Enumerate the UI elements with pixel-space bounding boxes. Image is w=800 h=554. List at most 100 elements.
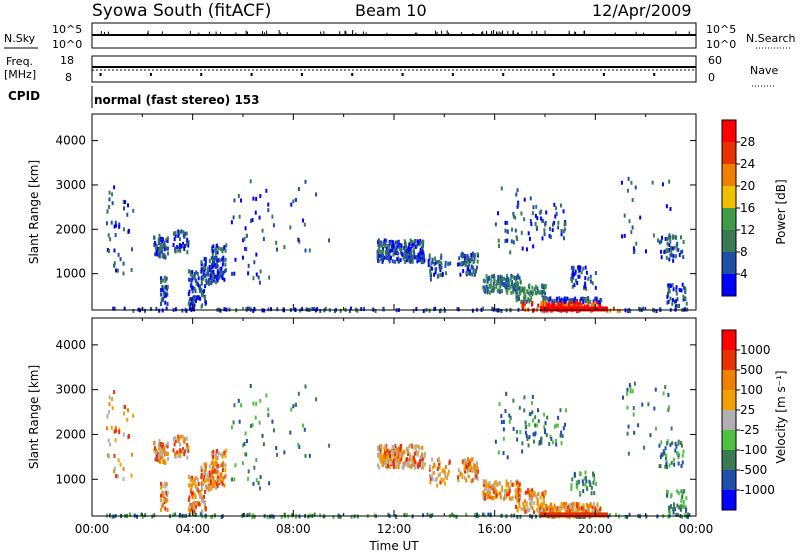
range-cell (516, 499, 519, 504)
range-cell (319, 308, 322, 313)
range-cell (439, 272, 442, 277)
range-cell (153, 513, 156, 518)
range-cell (521, 306, 524, 311)
range-cell (193, 481, 196, 486)
range-cell (164, 460, 167, 465)
range-cell (161, 246, 164, 251)
range-cell (507, 491, 510, 496)
range-cell (216, 272, 219, 277)
range-cell (405, 513, 408, 518)
x-tick-label: 16:00 (477, 522, 512, 536)
range-cell (221, 262, 224, 267)
range-cell (439, 472, 442, 477)
range-cell (579, 506, 582, 511)
range-cell (461, 253, 464, 258)
range-cell (163, 448, 166, 453)
range-cell (538, 510, 541, 515)
range-cell (394, 459, 397, 464)
range-cell (376, 254, 379, 259)
range-cell (165, 482, 168, 487)
range-cell (529, 488, 532, 493)
range-cell (188, 289, 191, 294)
range-cell (211, 459, 214, 464)
range-cell (401, 465, 404, 470)
range-cell (438, 463, 441, 468)
range-cell (197, 481, 200, 486)
range-cell (391, 248, 394, 253)
range-cell (224, 248, 227, 253)
range-cell (471, 251, 474, 256)
range-cell (144, 513, 147, 518)
range-cell (676, 241, 679, 246)
range-cell (181, 447, 184, 452)
range-cell (389, 241, 392, 246)
range-cell (108, 197, 111, 202)
range-cell (118, 429, 121, 434)
range-cell (301, 307, 304, 312)
range-cell (560, 441, 563, 446)
range-cell (202, 292, 205, 297)
range-cell (568, 299, 571, 304)
range-cell (629, 389, 632, 394)
range-cell (527, 488, 530, 493)
range-cell (495, 285, 498, 290)
range-cell (420, 253, 423, 258)
range-cell (515, 298, 518, 303)
range-cell (189, 277, 192, 282)
range-cell (408, 258, 411, 263)
range-cell (252, 196, 255, 201)
range-cell (216, 464, 219, 469)
colorbar-segment (722, 450, 736, 470)
range-cell (492, 274, 495, 279)
range-cell (388, 451, 391, 456)
range-cell (108, 513, 111, 518)
range-cell (382, 452, 385, 457)
range-cell (438, 461, 441, 466)
range-cell (204, 489, 207, 494)
range-cell (534, 492, 537, 497)
range-cell (585, 509, 588, 514)
range-cell (564, 422, 567, 427)
ground-scatter-strip (539, 306, 608, 312)
range-cell (669, 207, 672, 212)
range-cell (438, 259, 441, 264)
range-cell (182, 449, 185, 454)
range-cell (676, 503, 679, 508)
range-cell (199, 296, 202, 301)
range-cell (155, 249, 158, 254)
range-cell (470, 264, 473, 269)
range-cell (514, 284, 517, 289)
range-cell (667, 405, 670, 410)
range-cell (166, 302, 169, 307)
range-cell (530, 498, 533, 503)
range-cell (177, 229, 180, 234)
range-cell (215, 255, 218, 260)
range-cell (215, 280, 218, 285)
range-cell (666, 439, 669, 444)
range-cell (523, 217, 526, 222)
range-cell (350, 515, 353, 520)
range-cell (203, 295, 206, 300)
range-cell (183, 452, 186, 457)
range-cell (205, 484, 208, 489)
range-cell (253, 514, 256, 519)
range-cell (512, 211, 515, 216)
range-cell (482, 494, 485, 499)
range-cell (158, 445, 161, 450)
range-cell (153, 446, 156, 451)
velocity-colorbar-label: Velocity [m s⁻¹] (774, 370, 788, 463)
range-cell (532, 432, 535, 437)
range-cell (577, 507, 580, 512)
range-cell (186, 237, 189, 242)
freq-sound-mark (401, 73, 404, 76)
range-cell (465, 259, 468, 264)
range-cell (532, 493, 535, 498)
range-cell (246, 513, 249, 518)
range-cell (568, 509, 571, 514)
range-cell (290, 202, 293, 207)
range-cell (132, 308, 135, 313)
y-tick-label: 4000 (55, 338, 86, 352)
range-cell (221, 468, 224, 473)
range-cell (548, 442, 551, 447)
range-cell (122, 477, 125, 482)
